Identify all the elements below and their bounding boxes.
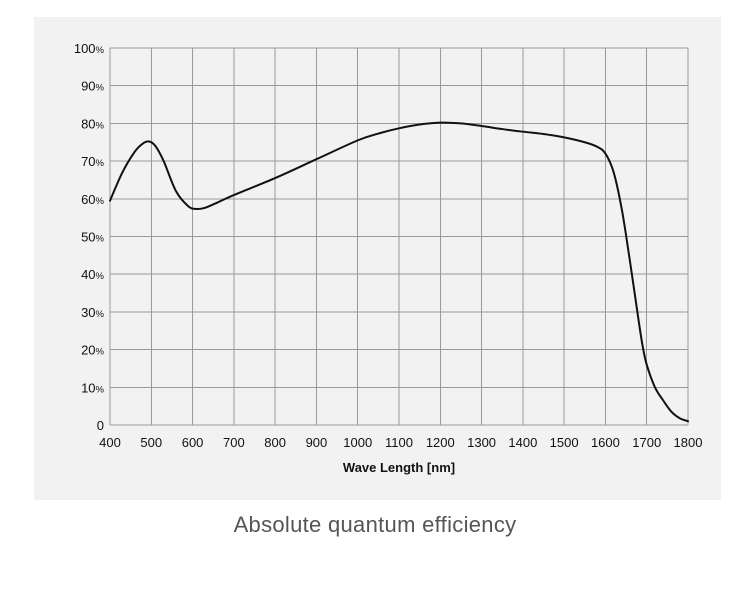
x-tick-label: 500 (140, 435, 162, 450)
x-tick-label: 900 (306, 435, 328, 450)
x-tick-label: 1300 (467, 435, 496, 450)
y-tick-label: 100% (74, 41, 105, 56)
y-tick-label: 80% (81, 116, 104, 131)
y-tick-label: 70% (81, 154, 104, 169)
x-tick-label: 1100 (385, 435, 413, 450)
grid (109, 47, 689, 426)
chart-panel: 400 500 600 700 800 900 1000 1100 1200 1300 1400 15… (34, 17, 721, 500)
y-tick-label: 20% (81, 343, 104, 358)
x-axis-label: Wave Length [nm] (343, 460, 455, 475)
x-axis-ticks: 400 500 600 700 800 900 1000 1100 1200 1300 1400 15… (99, 435, 702, 450)
x-tick-label: 1500 (550, 435, 579, 450)
y-tick-label: 40% (81, 267, 104, 282)
x-tick-label: 1000 (343, 435, 372, 450)
x-tick-label: 800 (264, 435, 286, 450)
x-tick-label: 1400 (508, 435, 537, 450)
y-tick-label: 60% (81, 192, 104, 207)
y-tick-label: 10% (81, 380, 104, 395)
y-axis-ticks: 0 10% 20% 30% 40% 50% 60% 70% 80% 90% 100% (74, 41, 105, 433)
y-tick-label: 90% (81, 79, 104, 94)
x-tick-label: 700 (223, 435, 245, 450)
x-tick-label: 400 (99, 435, 121, 450)
qe-chart: 400 500 600 700 800 900 1000 1100 1200 1300 1400 15… (74, 41, 703, 475)
chart-caption: Absolute quantum efficiency (233, 512, 517, 537)
series-layer (109, 121, 689, 423)
x-tick-label: 1800 (674, 435, 703, 450)
y-tick-label: 50% (81, 230, 104, 245)
x-tick-label: 600 (182, 435, 204, 450)
x-tick-label: 1700 (632, 435, 661, 450)
x-tick-label: 1600 (591, 435, 620, 450)
y-tick-label: 0 (97, 418, 104, 433)
y-tick-label: 30% (81, 305, 104, 320)
qe-curve-line (109, 121, 689, 423)
x-tick-label: 1200 (426, 435, 455, 450)
